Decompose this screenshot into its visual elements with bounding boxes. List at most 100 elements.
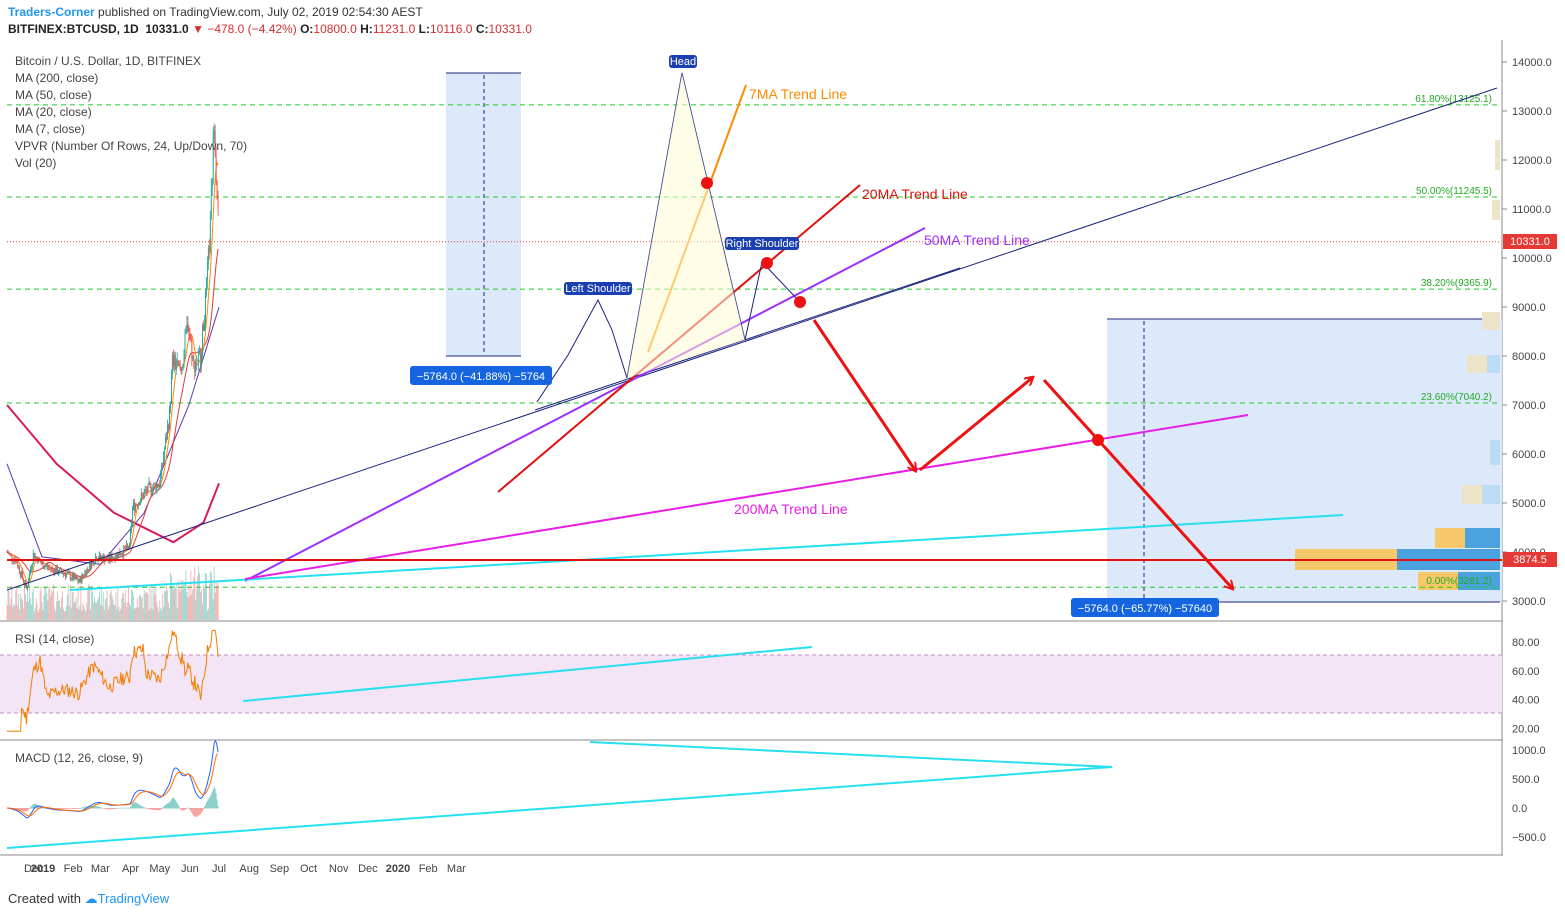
last-price-tag [1503, 234, 1557, 249]
macd-histogram-bar [201, 808, 202, 813]
candle-body [186, 324, 188, 332]
candle-body [49, 567, 51, 569]
volume-bar [146, 592, 148, 620]
macd-histogram-bar [81, 807, 83, 809]
macd-histogram-bar [93, 805, 95, 809]
macd-histogram-bar [193, 808, 195, 817]
macd-histogram-bar [58, 808, 60, 810]
macd-histogram-bar [110, 808, 112, 810]
candle-body [169, 408, 170, 430]
volume-bar [193, 576, 195, 620]
legend-ma7[interactable]: MA (7, close) [15, 122, 86, 136]
time-tick-label: Jun [181, 863, 199, 875]
candle-body [201, 354, 203, 366]
left-shoulder-label: Left Shoulder [565, 283, 631, 295]
price-axis[interactable]: 14000.0 13000.0 12000.0 11000.0 10000.0 9000.… [1502, 57, 1552, 608]
ma20-line [6, 248, 219, 578]
tradingview-logo-icon[interactable]: ☁ [84, 891, 98, 906]
macd-histogram-bar [69, 808, 71, 809]
volume-bar [51, 590, 53, 620]
volume-bar [45, 586, 47, 620]
tradingview-brand[interactable]: TradingView [97, 891, 170, 906]
legend-ma20[interactable]: MA (20, close) [15, 105, 92, 119]
candle-body [14, 559, 16, 563]
candle-body [131, 522, 133, 531]
macd-histogram-bar [190, 808, 192, 812]
volume-bar [20, 593, 22, 620]
drawings[interactable] [6, 72, 1502, 849]
volume-bar [204, 573, 206, 620]
legend-ma50[interactable]: MA (50, close) [15, 88, 92, 102]
volume-bar [63, 611, 65, 620]
candle-body [217, 199, 219, 210]
macd-histogram-bar [212, 789, 214, 809]
volume-bar [166, 584, 167, 620]
candle-body [170, 403, 171, 409]
macd-histogram-bar [107, 808, 109, 810]
macd-histogram-bar [143, 807, 145, 809]
macd-histogram-bar [103, 808, 105, 809]
macd-histogram-bar [197, 808, 199, 817]
macd-histogram-bar [204, 804, 206, 809]
volume-bar [100, 587, 102, 620]
candle-body [129, 542, 131, 549]
macd-histogram-bar [99, 807, 101, 809]
macd-histogram-bar [128, 807, 130, 809]
legend-vpvr[interactable]: VPVR (Number Of Rows, 24, Up/Down, 70) [15, 139, 248, 153]
candle-body [200, 351, 202, 366]
macd-histogram-bar [26, 808, 27, 812]
legend-ma200[interactable]: MA (200, close) [15, 71, 99, 85]
macd-histogram-bar [63, 808, 65, 809]
price-tick-label: 11000.0 [1512, 204, 1551, 216]
volume-bar [162, 594, 164, 620]
volume-bar [48, 586, 50, 620]
volume-bar [96, 602, 97, 620]
candle-body [82, 574, 84, 576]
macd-histogram-bar [209, 796, 211, 809]
macd-histogram-bar [184, 808, 186, 810]
candle-body [187, 324, 189, 331]
macd-histogram-bar [105, 808, 107, 810]
candle-body [153, 483, 155, 487]
macd-histogram-bar [177, 804, 179, 809]
volume-bar [23, 608, 24, 620]
volume-bar [26, 591, 28, 620]
candles [6, 123, 219, 591]
macd-histogram-bar [17, 808, 19, 810]
candle-body [192, 356, 194, 360]
author-name[interactable]: Traders-Corner [8, 5, 95, 19]
macd-histogram-bar [121, 807, 123, 809]
volume-bar [35, 598, 37, 620]
volume-bar [129, 603, 131, 620]
candle-body [103, 555, 105, 563]
indicator-legend: Bitcoin / U.S. Dollar, 1D, BITFINEX MA (… [15, 53, 247, 172]
macd-histogram-bar [24, 808, 25, 812]
candle-body [166, 437, 168, 439]
volume-bar [132, 590, 133, 620]
candle-body [125, 548, 127, 550]
legend-vol[interactable]: Vol (20) [15, 156, 57, 170]
candle-body [157, 484, 159, 487]
volume-bar [159, 600, 161, 620]
macd-histogram-bar [215, 793, 217, 809]
macd-histogram-bar [176, 803, 178, 809]
legend-series[interactable]: Bitcoin / U.S. Dollar, 1D, BITFINEX [15, 54, 202, 68]
macd-histogram-bar [119, 807, 121, 809]
macd-histogram-bar [97, 806, 99, 809]
volume-profile [1295, 140, 1500, 590]
volume-bar [149, 586, 151, 620]
volume-bar [127, 602, 129, 620]
symbol: BITFINEX:BTCUSD, 1D [8, 22, 139, 36]
candle-body [68, 571, 70, 574]
candle-body [16, 560, 18, 564]
volume-bar [111, 595, 113, 620]
volume-bar [49, 588, 51, 620]
candle-body [160, 474, 162, 487]
candle-body [165, 437, 167, 449]
candle-body [30, 567, 32, 570]
volume-bar [21, 598, 23, 620]
volume-bar [200, 591, 202, 620]
macd-histogram-bar [135, 802, 137, 809]
